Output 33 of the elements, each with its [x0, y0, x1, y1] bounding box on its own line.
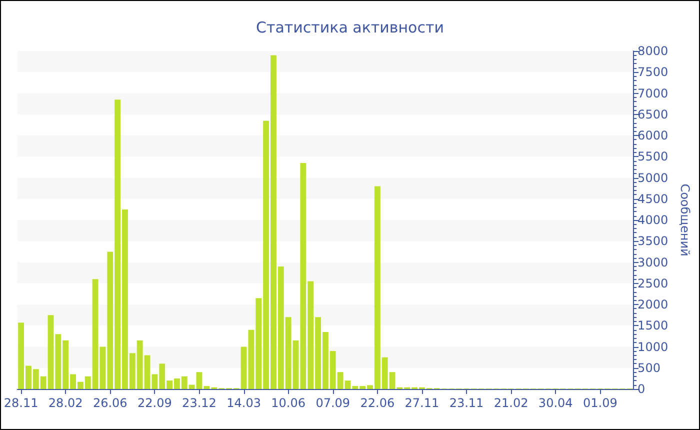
x-tick-label: 22.09 — [138, 396, 172, 410]
x-tick-label: 14.03 — [226, 396, 261, 410]
y-tick-label: 500 — [638, 360, 660, 375]
x-tick-label: 01.09 — [582, 396, 618, 410]
y-tick-label: 3500 — [638, 234, 668, 248]
y-tick-label: 2500 — [638, 276, 668, 290]
y-tick-label: 6000 — [638, 128, 668, 142]
y-tick-label: 7500 — [638, 65, 668, 80]
x-tick-label: 27.11 — [404, 396, 440, 410]
y-axis-title: Сообщений — [678, 184, 692, 256]
y-tick-label: 8000 — [638, 44, 668, 58]
y-tick-label: 4500 — [638, 192, 668, 206]
x-tick-label: 07.09 — [316, 396, 350, 410]
x-tick-label: 28.11 — [4, 396, 38, 410]
x-tick-label: 28.02 — [48, 396, 83, 410]
x-tick-label: 10.06 — [271, 396, 306, 410]
y-tick-label: 1500 — [638, 318, 668, 333]
y-tick-label: 5000 — [638, 170, 668, 185]
y-tick-label: 3000 — [638, 255, 668, 270]
x-tick-label: 23.12 — [182, 396, 216, 410]
y-tick-label: 7000 — [638, 86, 668, 100]
y-tick-label: 2000 — [638, 298, 668, 312]
x-tick-label: 30.04 — [538, 396, 573, 410]
chart-title: Статистика активности — [256, 18, 444, 36]
x-tick-label: 21.02 — [494, 396, 528, 410]
y-tick-label: 0 — [638, 382, 646, 396]
y-tick-label: 5500 — [638, 150, 668, 164]
x-tick-label: 23.11 — [449, 396, 484, 410]
x-tick-label: 22.06 — [360, 396, 395, 410]
x-tick-label: 26.06 — [92, 396, 128, 410]
y-tick-label: 1000 — [638, 340, 668, 354]
y-tick-label: 6500 — [638, 107, 668, 122]
y-tick-label: 4000 — [638, 213, 668, 227]
